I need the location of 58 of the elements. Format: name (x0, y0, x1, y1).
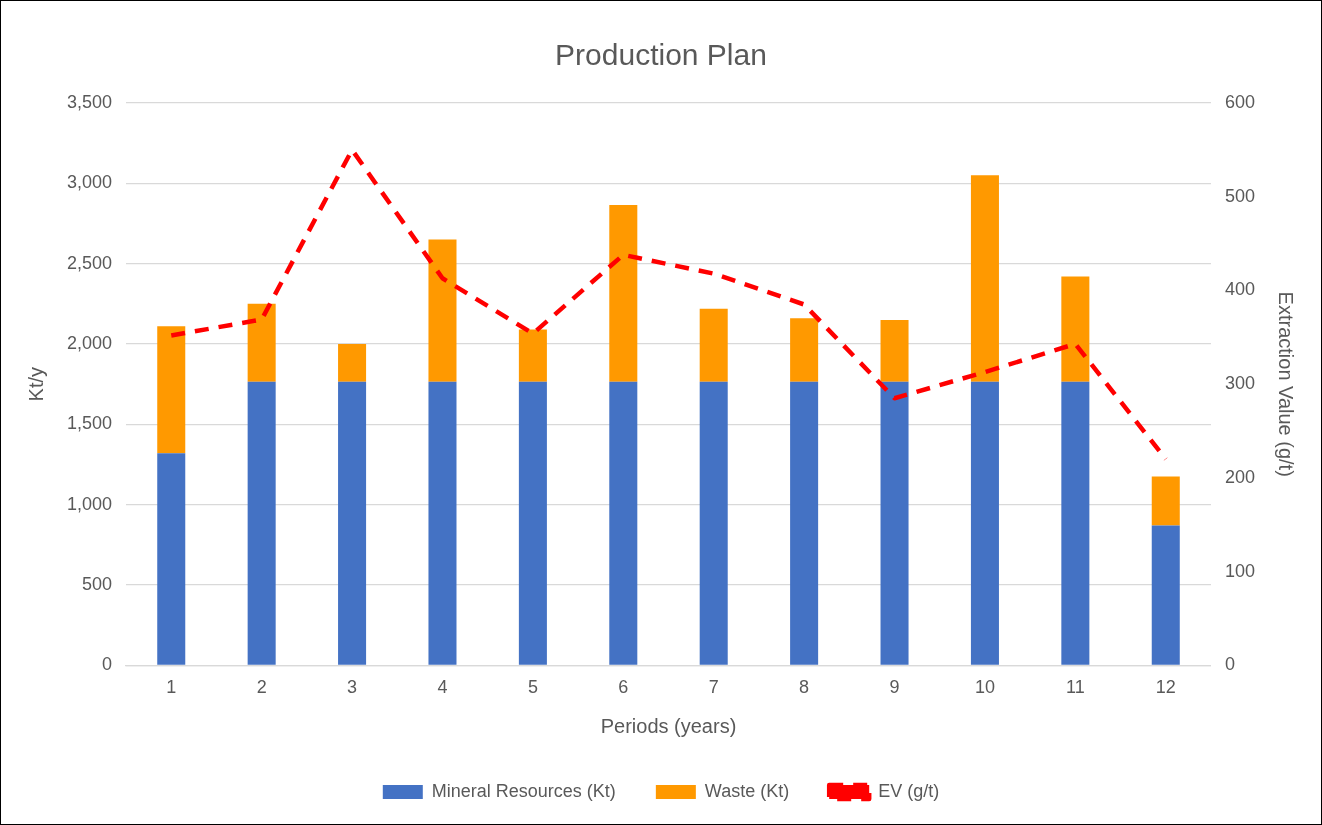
y2-tick-label: 600 (1224, 91, 1256, 112)
bar (518, 381, 547, 665)
bar (880, 319, 909, 382)
bar (970, 175, 999, 382)
bar (790, 318, 819, 382)
bar (428, 239, 457, 382)
bar (1061, 381, 1090, 665)
bar (880, 381, 909, 665)
bar (247, 381, 276, 665)
x-tick-label: 4 (437, 677, 448, 698)
x-tick-label: 3 (347, 677, 358, 698)
bar (428, 381, 457, 665)
y2-tick-label: 500 (1224, 185, 1256, 206)
y-tick-label: 2,500 (67, 252, 113, 273)
y2-tick-label: 0 (1224, 654, 1235, 675)
bar (1061, 276, 1090, 382)
bar (157, 453, 186, 665)
x-axis-title: Periods (years) (600, 714, 737, 737)
x-tick-label: 2 (256, 677, 267, 698)
y-tick-label: 3,500 (67, 91, 113, 112)
y-axis-title: Kt/y (24, 366, 47, 402)
legend-label: Waste (Kt) (704, 780, 790, 801)
y-tick-label: 500 (82, 574, 113, 595)
x-tick-label: 1 (166, 677, 177, 698)
bar (970, 381, 999, 665)
y-tick-label: 1,000 (67, 493, 113, 514)
legend-label: EV (g/t) (878, 780, 940, 801)
y-tick-label: 1,500 (67, 413, 113, 434)
bar (1151, 525, 1180, 665)
y2-tick-label: 200 (1224, 466, 1256, 487)
bar (247, 303, 276, 382)
x-tick-label: 5 (527, 677, 538, 698)
x-tick-label: 7 (708, 677, 719, 698)
x-tick-label: 12 (1155, 677, 1176, 698)
y-tick-label: 3,000 (67, 172, 113, 193)
y2-axis-title: Extraction Value (g/t) (1275, 291, 1298, 477)
legend-label: Mineral Resources (Kt) (431, 780, 616, 801)
bar (699, 308, 728, 382)
bar (699, 381, 728, 665)
x-tick-label: 6 (618, 677, 629, 698)
y2-tick-label: 100 (1224, 560, 1256, 581)
y-tick-label: 2,000 (67, 333, 113, 353)
y-tick-label: 0 (102, 654, 113, 675)
x-tick-label: 11 (1066, 677, 1085, 698)
bar (338, 381, 367, 665)
bar (157, 326, 186, 454)
bar (609, 205, 638, 382)
x-tick-label: 8 (799, 677, 810, 698)
x-tick-label: 9 (889, 677, 900, 698)
y2-tick-label: 300 (1224, 373, 1256, 394)
bar (790, 381, 819, 665)
chart-title: Production Plan (555, 38, 767, 72)
bar (609, 381, 638, 665)
bar (338, 344, 367, 382)
bar (1151, 476, 1180, 526)
y2-tick-label: 400 (1224, 279, 1256, 300)
bar (518, 329, 547, 382)
x-tick-label: 10 (974, 677, 995, 698)
